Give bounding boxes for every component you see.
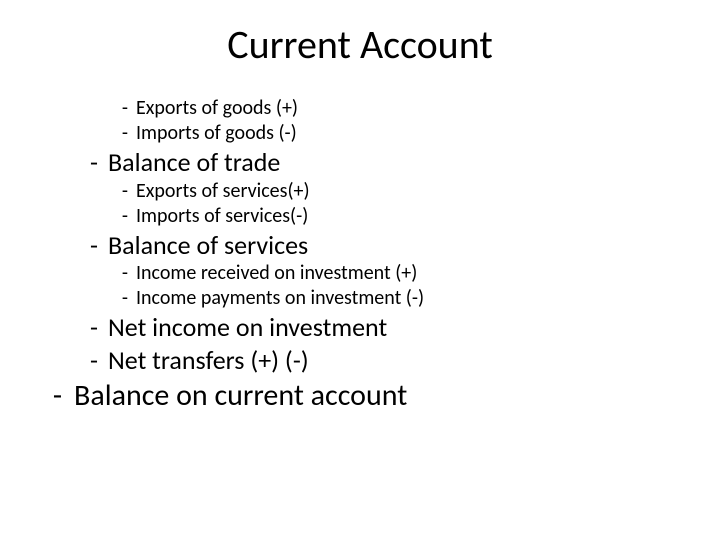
list-item-text: Exports of goods (+)	[136, 96, 298, 120]
list-item-text: Balance on current account	[74, 377, 407, 414]
bullet-dash-icon: -	[0, 311, 108, 344]
bullet-dash-icon: -	[0, 229, 108, 262]
list-item-text: Net income on investment	[108, 311, 387, 343]
list-item: -Net income on investment	[0, 311, 720, 344]
list-item: -Imports of services(-)	[0, 204, 720, 229]
list-item-text: Balance of trade	[108, 146, 280, 178]
list-item-text: Imports of services(-)	[136, 204, 308, 228]
list-item: -Income received on investment (+)	[0, 261, 720, 286]
bullet-dash-icon: -	[0, 96, 136, 121]
slide-title: Current Account	[0, 20, 720, 69]
bullet-dash-icon: -	[0, 121, 136, 146]
list-item-text: Imports of goods (-)	[136, 121, 297, 145]
bullet-dash-icon: -	[0, 179, 136, 204]
bullet-dash-icon: -	[0, 261, 136, 286]
list-item-text: Net transfers (+) (-)	[108, 344, 309, 376]
list-item: -Balance on current account	[0, 376, 720, 415]
bullet-dash-icon: -	[0, 146, 108, 179]
bullet-dash-icon: -	[0, 376, 74, 415]
bullet-dash-icon: -	[0, 286, 136, 311]
list-item-text: Exports of services(+)	[136, 179, 310, 203]
list-item-text: Income received on investment (+)	[136, 261, 417, 285]
list-item-text: Income payments on investment (-)	[136, 286, 424, 310]
list-item: -Income payments on investment (-)	[0, 286, 720, 311]
slide-body: -Exports of goods (+)-Imports of goods (…	[0, 96, 720, 415]
list-item: -Exports of services(+)	[0, 179, 720, 204]
list-item: -Balance of trade	[0, 146, 720, 179]
list-item: -Net transfers (+) (-)	[0, 344, 720, 377]
slide: Current Account -Exports of goods (+)-Im…	[0, 0, 720, 540]
bullet-dash-icon: -	[0, 344, 108, 377]
list-item: -Exports of goods (+)	[0, 96, 720, 121]
bullet-dash-icon: -	[0, 204, 136, 229]
list-item: -Imports of goods (-)	[0, 121, 720, 146]
list-item-text: Balance of services	[108, 229, 308, 261]
list-item: -Balance of services	[0, 229, 720, 262]
